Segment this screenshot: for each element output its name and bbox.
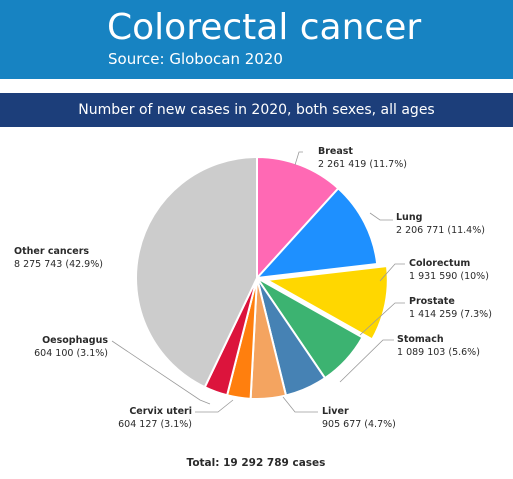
- header-band: Colorectal cancer Source: Globocan 2020: [0, 0, 513, 79]
- slice-value-lung: 2 206 771 (11.4%): [396, 225, 485, 236]
- leader-line-stomach: [339, 339, 394, 383]
- page-subtitle: Source: Globocan 2020: [108, 50, 283, 68]
- leader-lines: [111, 151, 405, 413]
- slice-value-liver: 905 677 (4.7%): [322, 419, 396, 430]
- slice-name-stomach: Stomach: [397, 334, 444, 345]
- slice-name-colorectum: Colorectum: [409, 258, 470, 269]
- slice-name-liver: Liver: [322, 406, 349, 417]
- slice-value-other-cancers: 8 275 743 (42.9%): [14, 259, 103, 270]
- slice-name-breast: Breast: [318, 146, 353, 157]
- slice-value-cervix-uteri: 604 127 (3.1%): [118, 419, 192, 430]
- slice-labels: Breast 2 261 419 (11.7%) Lung 2 206 771 (11…: [14, 146, 492, 430]
- slice-value-breast: 2 261 419 (11.7%): [318, 159, 407, 170]
- pie-slice-breast: [256, 155, 340, 281]
- leader-line-prostate: [359, 302, 405, 336]
- chart-title-banner: Number of new cases in 2020, both sexes,…: [0, 93, 513, 127]
- pie-slice-other-cancers: [134, 155, 258, 389]
- pie-slice-lung: [254, 186, 379, 280]
- leader-line-colorectum: [379, 263, 405, 282]
- slice-name-prostate: Prostate: [409, 296, 455, 307]
- leader-line-liver: [282, 396, 318, 413]
- leader-line-oesophagus: [111, 340, 211, 405]
- leader-line-breast: [294, 151, 303, 166]
- slice-value-stomach: 1 089 103 (5.6%): [397, 347, 480, 358]
- slice-value-oesophagus: 604 100 (3.1%): [34, 348, 108, 359]
- pie-slice-colorectum: [263, 264, 389, 341]
- total-label: Total: 19 292 789 cases: [187, 457, 326, 469]
- slice-name-oesophagus: Oesophagus: [42, 335, 108, 346]
- slice-name-other-cancers: Other cancers: [14, 246, 89, 257]
- pie-slices: [134, 155, 389, 400]
- leader-line-cervix-uteri: [195, 399, 234, 413]
- slice-name-cervix-uteri: Cervix uteri: [129, 406, 192, 417]
- slice-value-colorectum: 1 931 590 (10%): [409, 271, 489, 282]
- page-title: Colorectal cancer: [107, 7, 422, 48]
- leader-line-lung: [369, 212, 393, 221]
- slice-value-prostate: 1 414 259 (7.3%): [409, 309, 492, 320]
- slice-name-lung: Lung: [396, 212, 422, 223]
